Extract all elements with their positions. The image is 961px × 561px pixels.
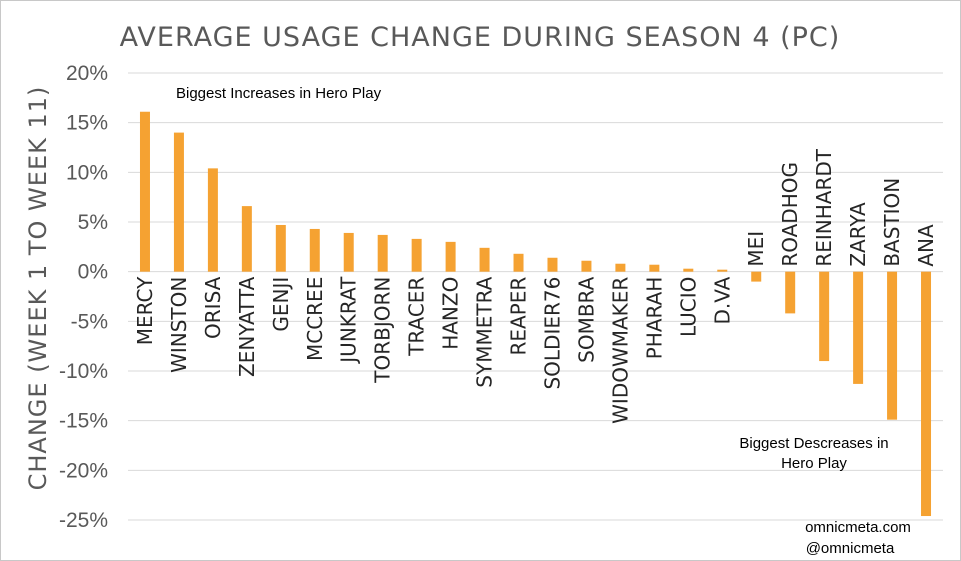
category-label: WINSTON — [167, 277, 191, 373]
y-tick-label: -15% — [59, 410, 108, 433]
bar — [887, 271, 898, 420]
bar — [275, 224, 286, 272]
category-label: TRACER — [405, 277, 429, 357]
bar — [377, 234, 388, 272]
bar — [241, 206, 252, 272]
bar — [785, 271, 796, 314]
category-label: HANZO — [439, 277, 463, 350]
bar — [717, 269, 728, 272]
category-label: MCCREE — [303, 277, 327, 361]
y-axis-label: CHANGE (WEEK 1 TO WEEK 11) — [24, 86, 52, 491]
category-label: PHARAH — [642, 277, 666, 360]
y-tick-label: 10% — [66, 161, 108, 184]
gridlines — [128, 72, 943, 521]
bar — [173, 132, 184, 272]
category-label: ROADHOG — [778, 162, 802, 267]
decrease-annotation-line2: Hero Play — [781, 455, 847, 472]
y-tick-label: -20% — [59, 459, 108, 482]
bar — [445, 241, 456, 272]
bar — [139, 111, 150, 272]
category-label: REAPER — [507, 277, 531, 356]
y-axis-ticks: 20% 15% 10% 5% 0% -5% -10% -15% -20% -25% — [59, 62, 108, 532]
credit-handle: @omnicmeta — [806, 540, 895, 557]
category-label: GENJI — [269, 277, 293, 332]
category-label: ANA — [914, 224, 938, 267]
category-label: SYMMETRA — [473, 276, 497, 387]
bar — [547, 257, 558, 272]
bars — [139, 111, 932, 517]
category-label: WIDOWMAKER — [608, 277, 632, 424]
category-label: JUNKRAT — [337, 276, 361, 365]
chart-title: AVERAGE USAGE CHANGE DURING SEASON 4 (PC… — [120, 22, 841, 53]
category-labels: MERCY WINSTON ORISA ZENYATTA GENJI MCCREE JUNK… — [133, 148, 938, 424]
bar — [411, 238, 422, 272]
y-tick-label: -25% — [59, 509, 108, 532]
bar — [921, 271, 932, 517]
bar — [819, 271, 830, 362]
category-label: BASTION — [880, 178, 904, 267]
category-label: LUCIO — [676, 277, 700, 337]
bar — [649, 264, 660, 272]
y-tick-label: 15% — [66, 112, 108, 135]
category-label: ORISA — [201, 276, 225, 339]
bar — [513, 253, 524, 272]
bar — [479, 247, 490, 272]
y-tick-label: 20% — [66, 62, 108, 85]
bar — [309, 228, 320, 272]
category-label: D.VA — [710, 276, 734, 324]
category-label: SOMBRA — [574, 276, 598, 363]
bar — [615, 263, 626, 272]
decrease-annotation-line1: Biggest Descreases in — [739, 435, 888, 452]
bar — [853, 271, 864, 384]
y-tick-label: -5% — [71, 310, 108, 333]
increase-annotation: Biggest Increases in Hero Play — [176, 85, 382, 102]
category-label: SOLDIER76 — [540, 277, 564, 390]
bar — [581, 260, 592, 272]
category-label: MEI — [744, 231, 768, 267]
y-tick-label: 0% — [78, 261, 108, 284]
category-label: TORBJORN — [371, 277, 395, 384]
y-tick-label: 5% — [78, 211, 108, 234]
bar — [343, 232, 354, 272]
category-label: REINHARDT — [812, 148, 836, 266]
y-tick-label: -10% — [59, 360, 108, 383]
bar — [683, 268, 694, 272]
category-label: ZENYATTA — [235, 276, 259, 377]
category-label: MERCY — [133, 276, 157, 345]
bar — [751, 271, 762, 282]
bar — [207, 168, 218, 272]
credit-website: omnicmeta.com — [805, 519, 911, 536]
category-label: ZARYA — [846, 202, 870, 267]
